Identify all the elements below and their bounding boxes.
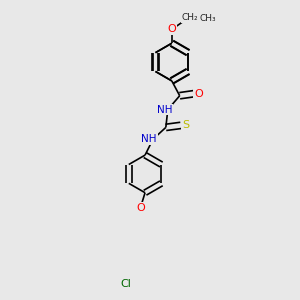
Text: O: O	[136, 202, 145, 213]
Text: CH₂: CH₂	[181, 13, 198, 22]
Text: CH₃: CH₃	[199, 14, 216, 23]
Text: O: O	[194, 89, 203, 99]
Text: NH: NH	[141, 134, 157, 144]
Text: S: S	[182, 120, 189, 130]
Text: Cl: Cl	[121, 279, 132, 289]
Text: O: O	[167, 24, 176, 34]
Text: NH: NH	[157, 105, 172, 115]
